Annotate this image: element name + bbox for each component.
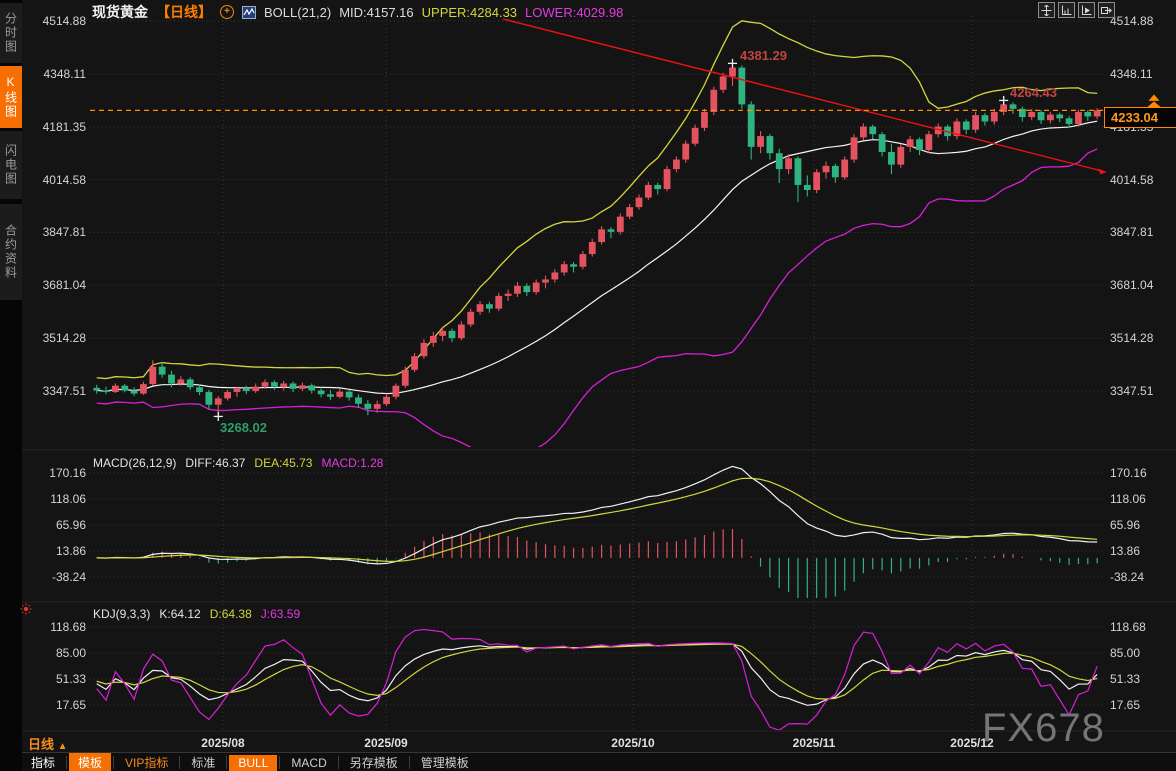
shift-right-icon[interactable] bbox=[1098, 2, 1115, 18]
price-axis-label-right: 4514.88 bbox=[1110, 14, 1154, 28]
current-price-box: 4233.04 bbox=[1104, 107, 1176, 128]
pan-move-icon[interactable] bbox=[1038, 2, 1055, 18]
left-sidebar: 分时图 K线图闪电图合约资料 bbox=[0, 0, 22, 771]
boll-label: BOLL(21,2) bbox=[264, 4, 332, 20]
x-axis-date-label: 2025/12 bbox=[950, 736, 994, 750]
kdj-k-value: K:64.12 bbox=[159, 607, 201, 621]
price-axis-label-left: 3514.28 bbox=[42, 331, 86, 346]
x-axis-date-label: 2025/10 bbox=[611, 736, 655, 750]
x-axis-date-label: 2025/11 bbox=[792, 736, 836, 750]
period-selector[interactable]: 日线 ▲ bbox=[28, 734, 68, 753]
macd-axis-label-left: 13.86 bbox=[55, 544, 86, 558]
price-axis-label-right: 3347.51 bbox=[1110, 384, 1154, 399]
price-axis-label-left: 4514.88 bbox=[42, 14, 86, 28]
bottom-toolbar: 指标 模板 VIP指标 标准 BULL MACD 另存模板 管理模板 bbox=[22, 752, 1176, 771]
kdj-title: KDJ(9,3,3) bbox=[93, 607, 151, 621]
zoom-x-axis-icon[interactable] bbox=[1058, 2, 1075, 18]
kdj-axis-label-left: 118.68 bbox=[50, 620, 86, 634]
add-indicator-icon[interactable]: + bbox=[220, 5, 234, 19]
kdj-axis-label-right: 118.68 bbox=[1110, 620, 1146, 634]
kdj-axis-label-right: 85.00 bbox=[1110, 646, 1141, 660]
macd-title: MACD(26,12,9) bbox=[93, 456, 177, 470]
toolbar-separator bbox=[279, 756, 281, 769]
price-axis-label-right: 3847.81 bbox=[1110, 225, 1154, 240]
kdj-axis-label-left: 51.33 bbox=[55, 672, 86, 686]
chart-header: 现货黄金 【日线】 + BOLL(21,2) MID:4157.16 UPPER… bbox=[92, 4, 623, 20]
toolbar-separator bbox=[66, 756, 68, 769]
boll-mid-value: MID:4157.16 bbox=[339, 4, 414, 20]
boll-upper-value: UPPER:4284.33 bbox=[421, 4, 518, 20]
swing-high-annotation: 4264.43 bbox=[1010, 85, 1057, 100]
macd-diff-value: DIFF:46.37 bbox=[185, 456, 246, 470]
low-price-annotation: 3268.02 bbox=[220, 420, 267, 435]
chart-tool-buttons bbox=[1038, 2, 1115, 18]
price-axis-label-right: 3514.28 bbox=[1110, 331, 1154, 346]
btn-macd[interactable]: MACD bbox=[291, 755, 327, 770]
macd-axis-label-right: 170.16 bbox=[1110, 466, 1147, 480]
macd-axis-label-right: -38.24 bbox=[1110, 570, 1145, 584]
toolbar-separator bbox=[179, 756, 181, 769]
chevron-up-icon: ▲ bbox=[57, 741, 68, 752]
period-tag[interactable]: 【日线】 bbox=[156, 4, 212, 20]
macd-dea-value: DEA:45.73 bbox=[254, 456, 313, 470]
macd-axis-label-left: 170.16 bbox=[49, 466, 86, 480]
toolbar-separator bbox=[113, 756, 115, 769]
kdj-d-value: D:64.38 bbox=[209, 607, 252, 621]
price-axis-label-right: 4348.11 bbox=[1110, 66, 1153, 81]
symbol-name: 现货黄金 bbox=[92, 4, 148, 20]
btn-vip-indicators[interactable]: VIP指标 bbox=[125, 756, 169, 770]
macd-macd-value: MACD:1.28 bbox=[321, 456, 384, 470]
fx678-watermark: FX678 bbox=[982, 706, 1105, 750]
kdj-axis-label-right: 17.65 bbox=[1110, 698, 1141, 712]
btn-standard[interactable]: 标准 bbox=[191, 756, 216, 770]
x-axis-date-label: 2025/09 bbox=[364, 736, 408, 750]
chart-type-icon[interactable] bbox=[242, 5, 256, 19]
btn-manage-template[interactable]: 管理模板 bbox=[420, 756, 469, 770]
sidebar-tab-kline-chart[interactable]: K线图 bbox=[0, 66, 22, 128]
btn-save-template[interactable]: 另存模板 bbox=[349, 756, 398, 770]
price-axis-label-right: 3681.04 bbox=[1110, 278, 1154, 293]
macd-title-row: MACD(26,12,9) DIFF:46.37 DEA:45.73 MACD:… bbox=[93, 456, 383, 470]
kdj-j-value: J:63.59 bbox=[260, 607, 301, 621]
macd-axis-label-left: 65.96 bbox=[55, 518, 86, 532]
x-axis-date-label: 2025/08 bbox=[201, 736, 245, 750]
kdj-title-row: KDJ(9,3,3) K:64.12 D:64.38 J:63.59 bbox=[93, 607, 300, 621]
sidebar-tab-contract-info[interactable]: 合约资料 bbox=[0, 204, 22, 300]
toolbar-separator bbox=[226, 756, 228, 769]
peak-price-annotation: 4381.29 bbox=[740, 48, 787, 63]
btn-templates[interactable]: 模板 bbox=[69, 753, 112, 771]
toolbar-separator bbox=[337, 756, 339, 769]
price-axis-label-left: 4348.11 bbox=[43, 66, 87, 81]
kdj-axis-label-left: 85.00 bbox=[55, 646, 86, 660]
btn-indicators[interactable]: 指标 bbox=[31, 756, 56, 770]
macd-axis-label-left: 118.06 bbox=[50, 492, 86, 506]
sidebar-tab-lightning-chart[interactable]: 闪电图 bbox=[0, 131, 22, 199]
period-label: 日线 bbox=[28, 737, 55, 752]
playback-icon[interactable] bbox=[1078, 2, 1095, 18]
price-axis-label-right: 4014.58 bbox=[1110, 172, 1154, 187]
price-axis-label-left: 4181.35 bbox=[42, 119, 86, 134]
boll-lower-value: LOWER:4029.98 bbox=[525, 4, 624, 20]
kdj-indicator-icon[interactable] bbox=[20, 602, 32, 620]
price-axis-label-left: 3347.51 bbox=[42, 384, 86, 399]
kdj-axis-label-right: 51.33 bbox=[1110, 672, 1141, 686]
price-axis-label-left: 4014.58 bbox=[42, 172, 86, 187]
macd-axis-label-right: 13.86 bbox=[1110, 544, 1141, 558]
btn-bull[interactable]: BULL bbox=[229, 754, 278, 771]
macd-axis-label-right: 65.96 bbox=[1110, 518, 1141, 532]
macd-axis-label-right: 118.06 bbox=[1110, 492, 1146, 506]
price-axis-label-left: 3681.04 bbox=[42, 278, 86, 293]
price-axis-label-left: 3847.81 bbox=[42, 225, 86, 240]
macd-axis-label-left: -38.24 bbox=[51, 570, 86, 584]
toolbar-separator bbox=[408, 756, 410, 769]
kdj-axis-label-left: 17.65 bbox=[55, 698, 86, 712]
sidebar-tab-timeshare-chart[interactable]: 分时图 bbox=[0, 3, 22, 63]
